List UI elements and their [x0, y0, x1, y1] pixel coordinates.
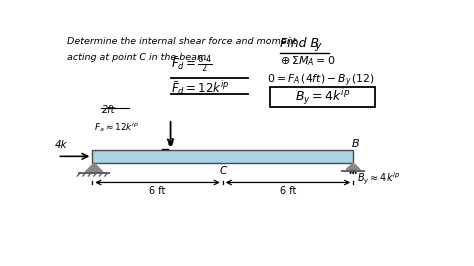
Text: $\bar{F}_d = 12k^{ip}$: $\bar{F}_d = 12k^{ip}$ [171, 79, 230, 97]
Polygon shape [346, 163, 360, 169]
Polygon shape [86, 163, 103, 172]
Text: $0 = F_A\,(4ft) - B_y\,(12)$: $0 = F_A\,(4ft) - B_y\,(12)$ [267, 73, 375, 89]
Text: C: C [219, 166, 227, 176]
Text: $B_y = 4k^{ip}$: $B_y = 4k^{ip}$ [295, 87, 350, 107]
Text: B: B [351, 139, 359, 149]
Text: 4k: 4k [55, 140, 67, 150]
Text: y: y [315, 41, 321, 51]
Bar [92, 150, 353, 163]
Text: $\oplus\,\Sigma M_A = 0$: $\oplus\,\Sigma M_A = 0$ [280, 55, 335, 68]
Text: $B_y \approx 4k^{ip}$: $B_y \approx 4k^{ip}$ [357, 171, 400, 188]
Bar [271, 87, 375, 107]
Text: Find B: Find B [280, 37, 319, 50]
Text: acting at point C in the beam.: acting at point C in the beam. [66, 53, 209, 63]
Text: 6 ft: 6 ft [149, 186, 166, 196]
Text: $F_a \approx 12k^{ip}$: $F_a \approx 12k^{ip}$ [94, 120, 139, 134]
Text: Determine the internal shear force and moment: Determine the internal shear force and m… [66, 37, 296, 46]
Text: $\delta$: $\delta$ [167, 136, 175, 148]
Text: 2ft: 2ft [101, 105, 115, 115]
Text: 6 ft: 6 ft [280, 186, 296, 196]
Text: $\bar{F}_d = \frac{6{\cdot}4}{2}$: $\bar{F}_d = \frac{6{\cdot}4}{2}$ [171, 53, 213, 75]
